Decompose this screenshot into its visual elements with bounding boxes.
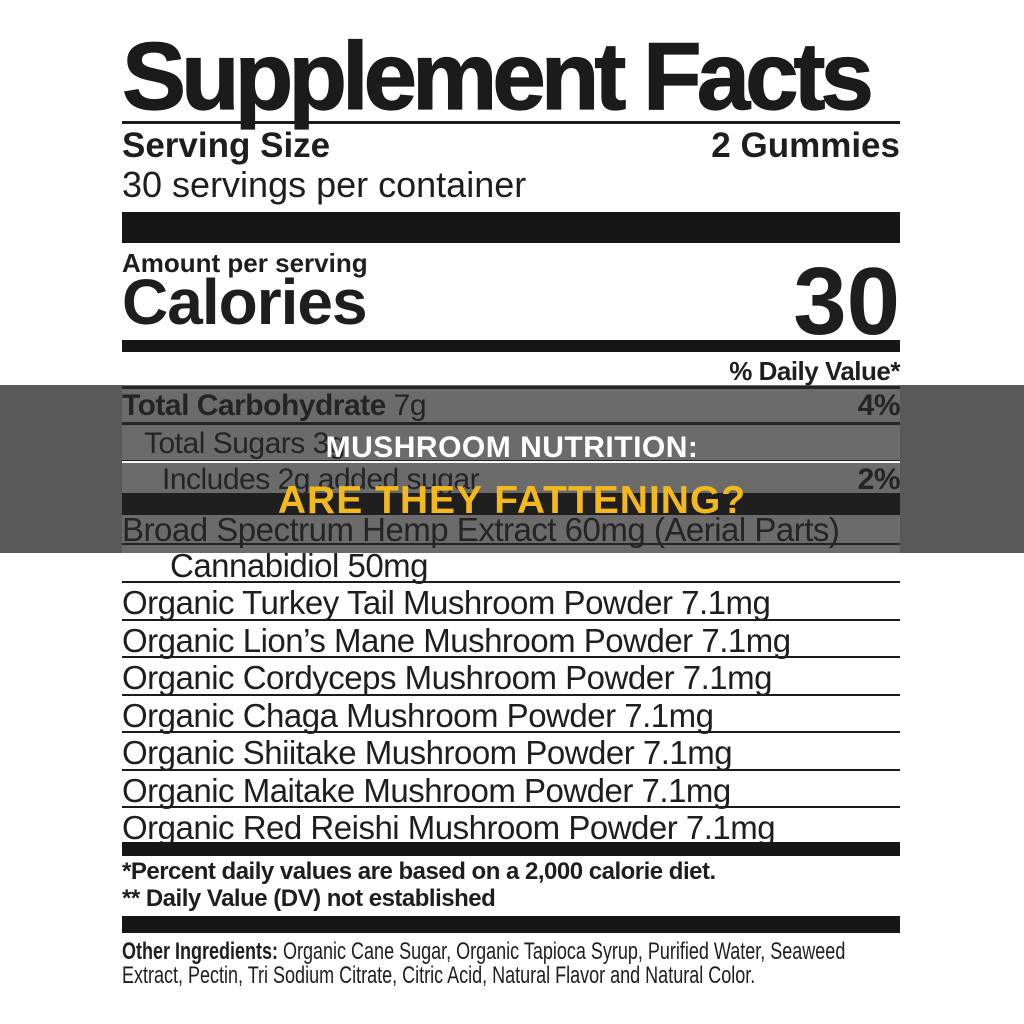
footnotes: *Percent daily values are based on a 2,0… — [122, 858, 900, 912]
banner-inner-panel — [122, 385, 900, 553]
other-ingredients: Other Ingredients: Organic Cane Sugar, O… — [122, 940, 902, 988]
table-row-turkey-tail: Organic Turkey Tail Mushroom Powder 7.1m… — [122, 583, 900, 621]
title-divider — [122, 121, 900, 124]
other-ingredients-line2: Extract, Pectin, Tri Sodium Citrate, Cit… — [122, 962, 756, 989]
calories-value: 30 — [793, 248, 900, 355]
table-row-cannabidiol: Cannabidiol 50mg — [122, 545, 900, 583]
other-ingredients-line1: Other Ingredients: Organic Cane Sugar, O… — [122, 938, 846, 965]
table-row-chaga: Organic Chaga Mushroom Powder 7.1mg — [122, 696, 900, 734]
table-row-shiitake: Organic Shiitake Mushroom Powder 7.1mg — [122, 733, 900, 771]
calories-separator-bar — [122, 340, 900, 352]
banner-title: MUSHROOM NUTRITION: — [325, 431, 699, 464]
footnote-dv-not-established: ** Daily Value (DV) not established — [122, 885, 496, 912]
table-row-lions-mane: Organic Lion’s Mane Mushroom Powder 7.1m… — [122, 621, 900, 659]
ingredient-name: Organic Lion’s Mane Mushroom Powder 7.1m… — [122, 621, 791, 659]
label-title: Supplement Facts — [121, 23, 874, 130]
ingredient-name: Organic Shiitake Mushroom Powder 7.1mg — [122, 734, 733, 771]
table-row-cordyceps: Organic Cordyceps Mushroom Powder 7.1mg — [122, 658, 900, 696]
ingredient-name: Organic Maitake Mushroom Powder 7.1mg — [122, 771, 731, 809]
amount-per-serving-label: Amount per serving — [122, 248, 368, 278]
banner-divider-line — [122, 461, 900, 463]
table-row-red-reishi: Organic Red Reishi Mushroom Powder 7.1mg — [122, 808, 900, 846]
thick-separator-bar-footnote — [122, 842, 900, 856]
footnote-percent-dv: *Percent daily values are based on a 2,0… — [122, 858, 716, 885]
servings-per-container: 30 servings per container — [122, 164, 527, 205]
banner-overlay: MUSHROOM NUTRITION: ARE THEY FATTENING? — [0, 385, 1024, 553]
thick-separator-bar-top — [122, 212, 900, 243]
ingredient-name: Cannabidiol 50mg — [170, 547, 429, 584]
ingredient-name: Organic Turkey Tail Mushroom Powder 7.1m… — [122, 584, 771, 621]
ingredient-name: Organic Red Reishi Mushroom Powder 7.1mg — [122, 809, 776, 846]
daily-value-header: % Daily Value* — [729, 356, 900, 386]
table-row-maitake: Organic Maitake Mushroom Powder 7.1mg — [122, 771, 900, 809]
serving-size-label: Serving Size — [122, 126, 331, 165]
calories-label: Calories — [122, 266, 368, 338]
serving-size-value: 2 Gummies — [711, 126, 900, 165]
ingredient-name: Organic Chaga Mushroom Powder 7.1mg — [122, 696, 714, 734]
thick-separator-bar-bottom — [122, 916, 900, 933]
ingredient-name: Organic Cordyceps Mushroom Powder 7.1mg — [122, 659, 772, 696]
other-ingredients-label: Other Ingredients: — [122, 938, 279, 965]
banner-subtitle: ARE THEY FATTENING? — [277, 479, 747, 522]
serving-size-row: Serving Size 2 Gummies — [122, 128, 900, 163]
